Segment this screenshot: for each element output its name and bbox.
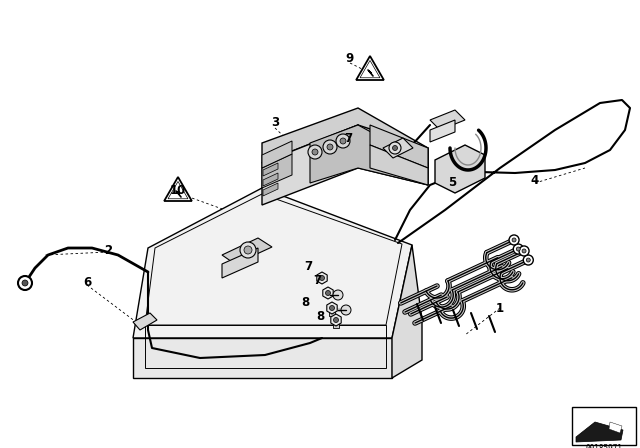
Polygon shape	[572, 407, 636, 445]
Polygon shape	[392, 245, 422, 378]
Polygon shape	[430, 120, 455, 142]
Polygon shape	[370, 145, 428, 185]
Text: 9: 9	[346, 52, 354, 65]
Polygon shape	[222, 248, 258, 278]
Text: 7: 7	[344, 132, 352, 145]
Text: 5: 5	[448, 177, 456, 190]
Text: 10: 10	[170, 185, 186, 198]
Polygon shape	[133, 188, 412, 338]
Polygon shape	[133, 313, 157, 330]
Circle shape	[392, 146, 397, 151]
Circle shape	[240, 242, 256, 258]
Polygon shape	[576, 422, 623, 442]
Text: 7: 7	[313, 273, 321, 287]
Polygon shape	[370, 125, 428, 168]
Polygon shape	[262, 108, 428, 168]
Circle shape	[308, 145, 322, 159]
Circle shape	[18, 276, 32, 290]
Circle shape	[341, 305, 351, 315]
Polygon shape	[263, 173, 278, 186]
Polygon shape	[262, 154, 292, 188]
Polygon shape	[333, 320, 339, 328]
Polygon shape	[430, 110, 465, 130]
Circle shape	[327, 144, 333, 150]
Text: 8: 8	[316, 310, 324, 323]
Circle shape	[513, 244, 524, 254]
Circle shape	[330, 306, 335, 310]
Polygon shape	[133, 338, 392, 378]
Polygon shape	[222, 238, 272, 264]
Polygon shape	[327, 302, 337, 314]
Text: 2: 2	[104, 244, 112, 257]
Polygon shape	[435, 145, 485, 193]
Circle shape	[526, 258, 531, 262]
Polygon shape	[358, 125, 428, 185]
Circle shape	[333, 318, 339, 323]
Text: 1: 1	[496, 302, 504, 314]
Text: 3: 3	[271, 116, 279, 129]
Text: 00185971: 00185971	[586, 444, 623, 448]
Text: 6: 6	[83, 276, 91, 289]
Polygon shape	[383, 138, 413, 158]
Polygon shape	[329, 308, 335, 316]
Circle shape	[323, 140, 337, 154]
Circle shape	[524, 255, 533, 265]
Polygon shape	[323, 287, 333, 299]
Circle shape	[319, 276, 324, 280]
Polygon shape	[317, 272, 327, 284]
Polygon shape	[164, 177, 192, 201]
Circle shape	[336, 134, 350, 148]
Circle shape	[519, 246, 529, 256]
Circle shape	[522, 249, 526, 253]
Text: 8: 8	[301, 297, 309, 310]
Circle shape	[389, 142, 401, 154]
Circle shape	[509, 235, 519, 245]
Polygon shape	[356, 56, 384, 80]
Polygon shape	[609, 422, 622, 433]
Circle shape	[340, 138, 346, 144]
Circle shape	[326, 290, 330, 296]
Circle shape	[516, 247, 520, 251]
Polygon shape	[263, 183, 278, 196]
Polygon shape	[262, 141, 292, 168]
Circle shape	[244, 246, 252, 254]
Polygon shape	[310, 125, 428, 185]
Polygon shape	[331, 314, 341, 326]
Text: 7: 7	[304, 259, 312, 272]
Circle shape	[333, 290, 343, 300]
Circle shape	[512, 238, 516, 242]
Polygon shape	[263, 163, 278, 176]
Circle shape	[22, 280, 28, 286]
Text: 4: 4	[531, 175, 539, 188]
Polygon shape	[262, 125, 358, 205]
Circle shape	[312, 149, 318, 155]
